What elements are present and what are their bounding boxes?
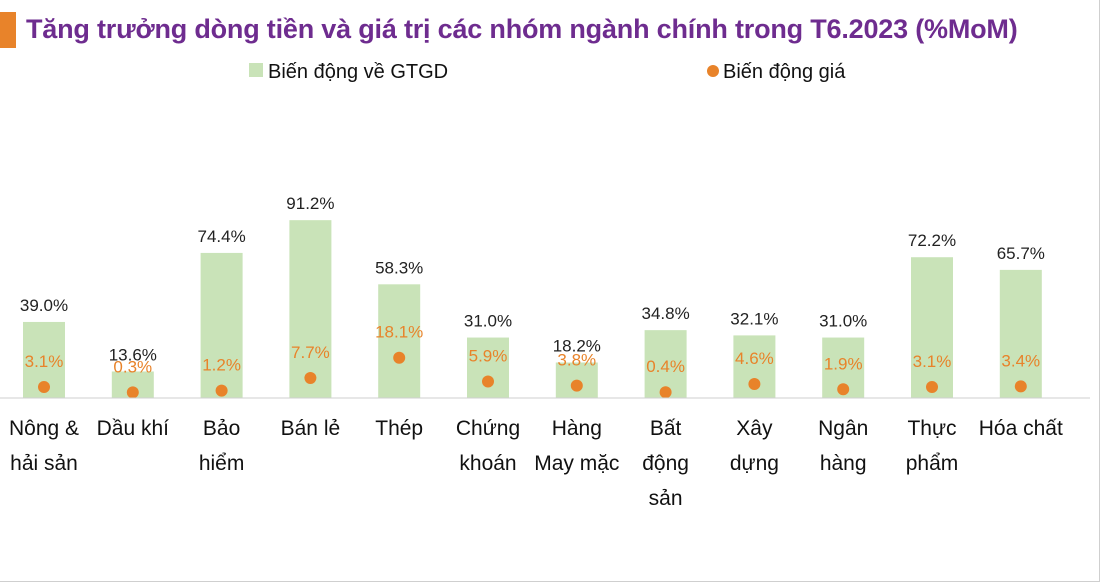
price-value-label: 0.4% [646, 357, 685, 376]
category-label: hàng [820, 452, 867, 475]
bar-value-label: 13.6% [109, 345, 157, 364]
category-label: Chứng [456, 417, 520, 440]
category-label: Dầu khí [97, 417, 170, 440]
bar-value-label: 65.7% [997, 244, 1045, 263]
price-value-label: 7.7% [291, 343, 330, 362]
bar-series: 39.0% 13.6% 74.4% 91.2% 58.3% 31.0% 18.2% 34.8%… [20, 194, 1045, 398]
price-value-label: 3.1% [25, 352, 64, 371]
category-label: Bán lẻ [281, 417, 341, 440]
price-dot [570, 379, 583, 392]
category-label: Ngân [818, 417, 868, 440]
bar-value-label: 18.2% [553, 337, 601, 356]
price-dot [1014, 380, 1027, 393]
bar [467, 337, 509, 398]
price-dot [659, 386, 672, 399]
price-value-label: 3.8% [557, 351, 596, 370]
legend-label-price: Biến động giá [723, 61, 846, 83]
bar [200, 252, 243, 398]
category-label: Bất [650, 417, 682, 440]
price-value-label: 3.4% [1001, 351, 1040, 370]
bar-value-label: 31.0% [464, 312, 512, 331]
legend: Biến động về GTGD Biến động giá [249, 61, 846, 83]
price-dot [748, 378, 761, 391]
bar [911, 257, 953, 398]
category-label: sản [649, 487, 683, 510]
category-label: Bảo [203, 417, 240, 440]
price-value-label: 3.1% [913, 352, 952, 371]
price-value-label: 18.1% [375, 323, 423, 342]
bar [378, 284, 421, 398]
bar-value-label: 32.1% [730, 309, 778, 328]
category-label: Nông & [9, 417, 79, 440]
category-label: Thực [907, 417, 956, 440]
legend-label-gtgd: Biến động về GTGD [268, 61, 448, 83]
price-value-label: 4.6% [735, 349, 774, 368]
bar [999, 269, 1042, 398]
category-label: Xây [736, 417, 773, 440]
chart-title: Tăng trưởng dòng tiền và giá trị các nhó… [26, 14, 1018, 44]
price-dot [38, 380, 50, 393]
price-value-label: 5.9% [469, 346, 508, 365]
price-dot [215, 384, 228, 397]
category-label: khoán [459, 452, 516, 475]
legend-dot-swatch [707, 65, 719, 77]
category-label: động [642, 452, 689, 475]
price-dot [393, 351, 406, 364]
price-dot [837, 383, 850, 396]
bar-value-label: 58.3% [375, 258, 423, 277]
price-dot [482, 375, 494, 388]
price-dot [926, 380, 938, 393]
category-label: Hóa chất [979, 417, 1063, 440]
legend-bar-swatch [249, 63, 263, 77]
price-dot [126, 386, 139, 399]
bar-value-label: 31.0% [819, 312, 867, 331]
bar-value-label: 72.2% [908, 231, 956, 250]
price-value-label: 1.2% [202, 356, 241, 375]
x-axis-labels: Nông & hải sản Dầu khí Bảo hiểm Bán lẻ Thép Chứ… [9, 417, 1063, 510]
price-value-label: 0.3% [113, 357, 152, 376]
category-label: Thép [375, 417, 423, 440]
bar-value-label: 39.0% [20, 296, 68, 315]
dot-series: 3.1% 0.3% 1.2% 7.7% 18.1% 5.9% 3.8% 0.4% 4.6% 1.9… [25, 323, 1040, 399]
category-label: hải sản [10, 452, 78, 475]
price-value-label: 1.9% [824, 354, 863, 373]
category-label: May mặc [534, 452, 619, 475]
bar [289, 220, 332, 398]
bar-value-label: 74.4% [197, 227, 245, 246]
price-dot [304, 371, 317, 384]
bar-value-label: 91.2% [286, 194, 334, 213]
bar-value-label: 34.8% [641, 304, 689, 323]
title-accent-bar [0, 12, 16, 48]
category-label: phẩm [906, 452, 959, 475]
category-label: dựng [730, 452, 779, 475]
category-label: hiểm [199, 452, 245, 475]
category-label: Hàng [552, 417, 602, 440]
